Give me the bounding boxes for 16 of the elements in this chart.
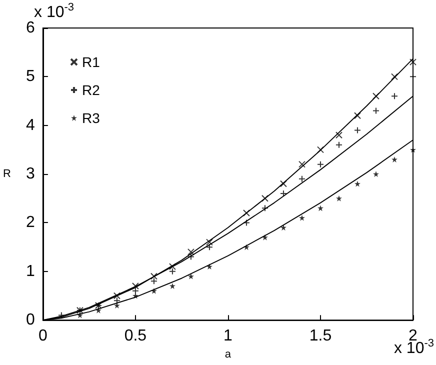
y-tick-label: 2: [26, 214, 36, 232]
legend-label: R1: [82, 54, 100, 70]
y-tick-label: 5: [26, 68, 36, 86]
y-tick-label: 3: [26, 166, 36, 183]
y-tick-label: 0: [26, 312, 36, 329]
legend-label: R2: [82, 82, 100, 98]
y-tick-label: 6: [26, 20, 36, 36]
x-tick-label: 1.5: [309, 328, 332, 345]
x-tick-label: 0.5: [124, 328, 147, 345]
legend-label: R3: [82, 110, 100, 126]
x-axis-title: a: [224, 348, 232, 360]
x-tick-label: 1: [224, 328, 233, 345]
y-tick-label: 4: [26, 116, 36, 134]
y-axis-title: R: [2, 168, 11, 180]
x-tick-label: 0: [38, 328, 48, 345]
y-tick-label: 1: [26, 262, 36, 280]
